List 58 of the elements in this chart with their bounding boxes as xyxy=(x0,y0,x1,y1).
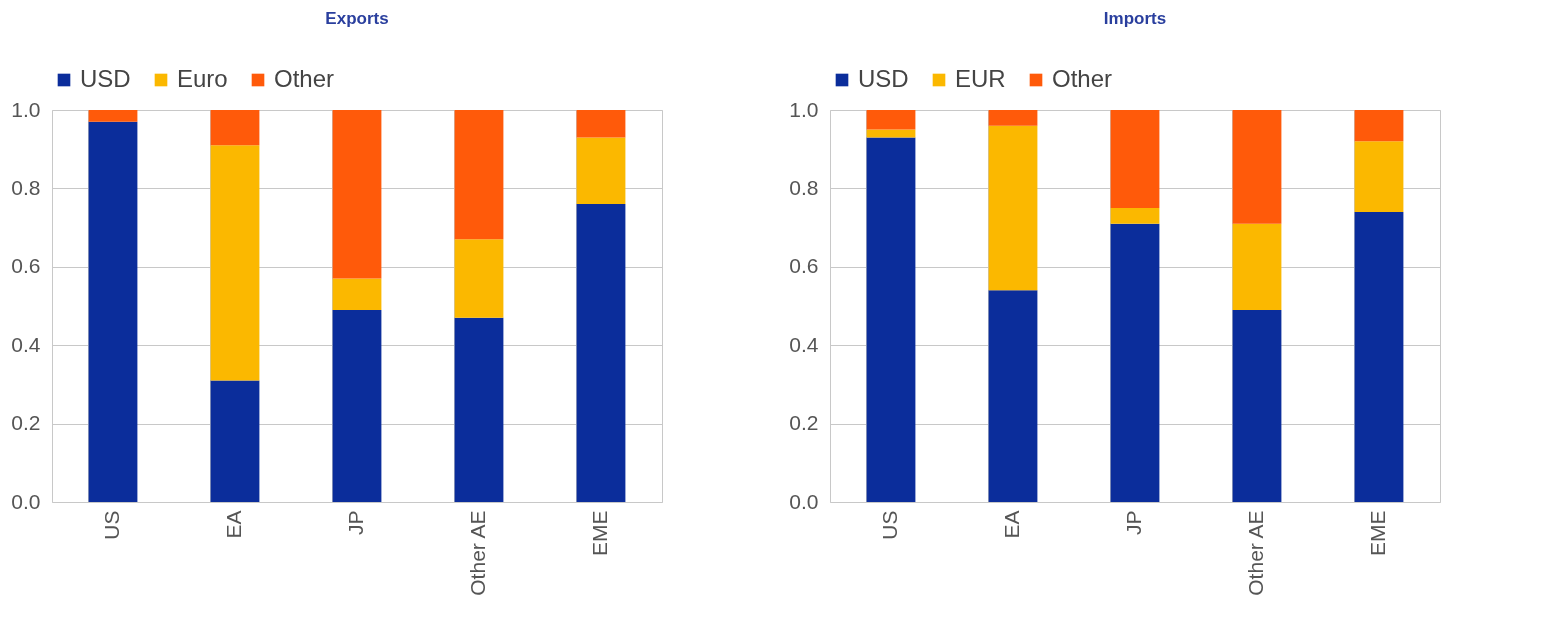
bar xyxy=(866,137,916,502)
legend-label: USD xyxy=(80,65,131,92)
x-tick-label: Other AE xyxy=(466,510,489,596)
y-tick-label: 0.4 xyxy=(11,332,41,356)
y-tick-label: 0.8 xyxy=(789,175,819,199)
bar xyxy=(332,309,382,502)
bar xyxy=(576,137,626,205)
x-tick-label: JP xyxy=(344,510,367,536)
bar xyxy=(210,110,260,146)
y-tick-label: 1.0 xyxy=(789,97,819,121)
x-tick-label: US xyxy=(878,510,901,540)
bar xyxy=(88,121,138,502)
chart-title: Imports xyxy=(1103,9,1167,28)
bar xyxy=(1354,211,1404,502)
bar xyxy=(332,110,382,279)
y-tick-label: 0.6 xyxy=(789,254,819,278)
y-tick-label: 0.2 xyxy=(11,411,41,435)
bar xyxy=(210,145,260,381)
bar xyxy=(866,110,916,130)
bar xyxy=(1110,223,1160,502)
legend-label: Other xyxy=(274,65,335,92)
chart-title: Exports xyxy=(325,9,389,28)
bar xyxy=(88,110,138,122)
y-tick-label: 0.2 xyxy=(789,411,819,435)
bar xyxy=(576,204,626,502)
legend-label: EUR xyxy=(955,65,1006,92)
bar xyxy=(1110,208,1160,224)
x-tick-label: EA xyxy=(1000,510,1023,539)
x-tick-label: Other AE xyxy=(1244,510,1267,596)
y-tick-label: 0.8 xyxy=(11,175,41,199)
legend-label: Other xyxy=(1052,65,1113,92)
x-tick-label: EME xyxy=(1366,510,1389,557)
y-tick-label: 0.0 xyxy=(789,489,819,513)
y-tick-label: 0.0 xyxy=(11,489,41,513)
legend-label: USD xyxy=(858,65,909,92)
bar xyxy=(454,110,504,240)
y-tick-label: 0.4 xyxy=(789,332,819,356)
y-tick-label: 0.6 xyxy=(11,254,41,278)
bar xyxy=(210,380,260,502)
bar xyxy=(1354,110,1404,142)
bar xyxy=(454,239,504,318)
x-tick-label: EA xyxy=(222,510,245,539)
bar xyxy=(988,110,1038,126)
bar xyxy=(1232,309,1282,502)
bar xyxy=(454,317,504,502)
x-tick-label: EME xyxy=(588,510,611,557)
bar xyxy=(1110,110,1160,208)
bar xyxy=(332,278,382,310)
x-tick-label: US xyxy=(100,510,123,540)
bar xyxy=(1232,110,1282,224)
legend-label: Euro xyxy=(177,65,228,92)
bar xyxy=(988,290,1038,502)
bar xyxy=(1232,223,1282,310)
bar xyxy=(988,125,1038,291)
x-tick-label: JP xyxy=(1122,510,1145,536)
y-tick-label: 1.0 xyxy=(11,97,41,121)
bar xyxy=(576,110,626,138)
bar xyxy=(1354,141,1404,212)
